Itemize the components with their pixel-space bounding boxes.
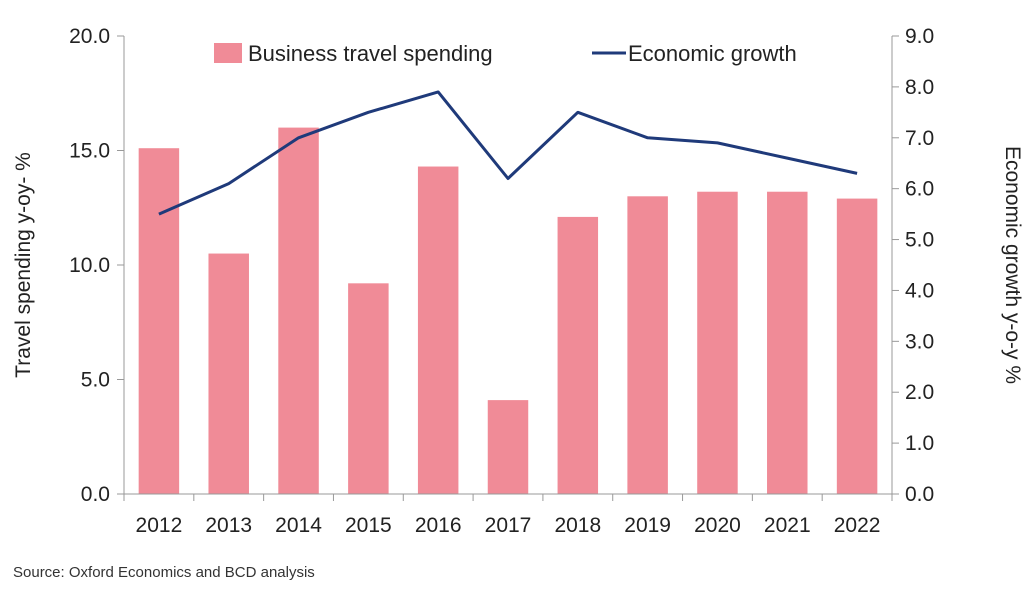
right-tick-label: 6.0 (905, 178, 934, 201)
bar-2014 (278, 127, 319, 494)
bar-2019 (627, 196, 668, 495)
left-axis-title: Travel spending y-oy- % (12, 152, 35, 378)
legend-line-label: Economic growth (628, 41, 797, 66)
right-tick-label: 7.0 (905, 127, 934, 150)
right-tick-label: 3.0 (905, 330, 934, 353)
left-tick-label: 20.0 (69, 25, 110, 48)
legend: Business travel spending Economic growth (214, 41, 797, 66)
right-tick-label: 9.0 (905, 25, 934, 48)
left-tick-label: 10.0 (69, 254, 110, 277)
bar-2021 (767, 191, 808, 494)
x-tick-label: 2014 (275, 514, 322, 537)
x-tick-label: 2012 (136, 514, 183, 537)
left-tick-label: 15.0 (69, 140, 110, 163)
bar-2013 (208, 253, 249, 494)
x-tick-label: 2013 (205, 514, 252, 537)
right-tick-label: 4.0 (905, 279, 934, 302)
x-tick-label: 2020 (694, 514, 741, 537)
legend-bar-label: Business travel spending (248, 41, 493, 66)
right-tick-label: 2.0 (905, 381, 934, 404)
x-tick-label: 2019 (624, 514, 671, 537)
right-tick-label: 5.0 (905, 229, 934, 252)
line-series (158, 90, 858, 216)
source-note: Source: Oxford Economics and BCD analysi… (13, 564, 315, 581)
x-tick-label: 2021 (764, 514, 811, 537)
left-tick-label: 5.0 (81, 369, 110, 392)
x-tick-label: 2015 (345, 514, 392, 537)
bar-2015 (348, 283, 389, 494)
bar-2022 (836, 198, 878, 494)
right-tick-label: 1.0 (905, 432, 934, 455)
right-axis-ticks: 0.0 1.0 2.0 3.0 4.0 5.0 6.0 7.0 8.0 9.0 (892, 25, 934, 506)
right-tick-label: 8.0 (905, 76, 934, 99)
left-tick-label: 0.0 (81, 483, 110, 506)
bar-2017 (487, 400, 529, 494)
economic-growth-line (158, 90, 858, 216)
right-axis-title: Economic growth y-o-y % (1001, 146, 1024, 384)
x-axis-ticks: 2012 2013 2014 2015 2016 2017 2018 2019 2020 2021… (136, 514, 881, 537)
legend-bar-swatch (214, 43, 242, 63)
bar-2016 (417, 166, 459, 494)
combo-chart: 0.0 5.0 10.0 15.0 20.0 0.0 1.0 2.0 3.0 4.0 5.0 6.0… (12, 25, 1024, 537)
bar-2012 (138, 148, 180, 494)
bar-2018 (557, 216, 599, 494)
x-tick-label: 2017 (485, 514, 532, 537)
x-tick-label: 2018 (554, 514, 601, 537)
bar-2020 (697, 191, 738, 494)
x-tick-label: 2022 (834, 514, 881, 537)
x-tick-label: 2016 (415, 514, 462, 537)
bar-series (138, 127, 878, 495)
left-axis-ticks: 0.0 5.0 10.0 15.0 20.0 (69, 25, 124, 506)
right-tick-label: 0.0 (905, 483, 934, 506)
